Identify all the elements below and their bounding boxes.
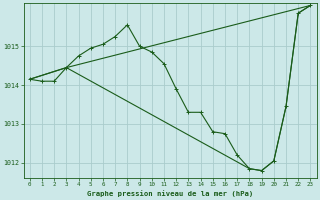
X-axis label: Graphe pression niveau de la mer (hPa): Graphe pression niveau de la mer (hPa) [87,190,253,197]
